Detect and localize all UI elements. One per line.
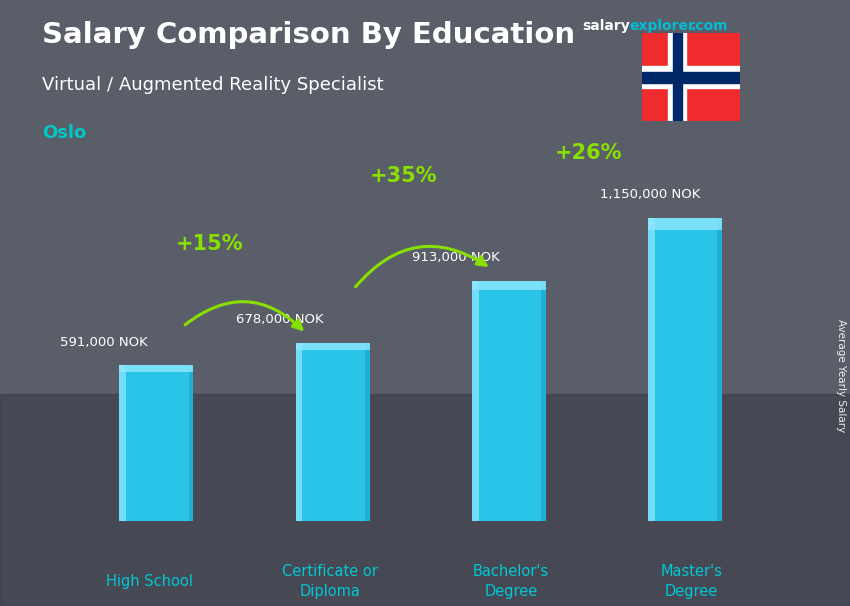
Text: Certificate or
Diploma: Certificate or Diploma <box>282 564 378 599</box>
Text: High School: High School <box>106 574 193 589</box>
Bar <box>296 342 370 521</box>
Bar <box>119 365 194 521</box>
Text: salary: salary <box>582 19 630 33</box>
Bar <box>0 394 850 606</box>
Bar <box>365 342 370 521</box>
Text: Average Yearly Salary: Average Yearly Salary <box>836 319 846 432</box>
Text: 1,150,000 NOK: 1,150,000 NOK <box>599 188 700 201</box>
Text: 678,000 NOK: 678,000 NOK <box>236 313 324 326</box>
Bar <box>472 281 546 521</box>
Bar <box>119 365 194 371</box>
Text: +35%: +35% <box>369 166 437 186</box>
Bar <box>648 218 654 521</box>
Bar <box>668 33 686 121</box>
Bar <box>541 281 546 521</box>
Bar <box>673 33 682 121</box>
Text: Master's
Degree: Master's Degree <box>660 564 722 599</box>
Text: Bachelor's
Degree: Bachelor's Degree <box>473 564 549 599</box>
Text: Salary Comparison By Education: Salary Comparison By Education <box>42 21 575 49</box>
Text: .com: .com <box>690 19 728 33</box>
Text: +15%: +15% <box>175 235 243 255</box>
Text: Virtual / Augmented Reality Specialist: Virtual / Augmented Reality Specialist <box>42 76 384 94</box>
Bar <box>642 66 740 88</box>
Bar <box>642 72 740 83</box>
Text: 591,000 NOK: 591,000 NOK <box>60 336 147 349</box>
Text: 913,000 NOK: 913,000 NOK <box>412 251 500 264</box>
Text: explorer: explorer <box>629 19 695 33</box>
Bar <box>717 218 722 521</box>
Bar <box>472 281 546 290</box>
Bar <box>189 365 194 521</box>
Bar <box>119 365 126 521</box>
Bar <box>472 281 479 521</box>
Text: +26%: +26% <box>554 144 622 164</box>
Text: Oslo: Oslo <box>42 124 87 142</box>
Bar <box>296 342 303 521</box>
Bar <box>648 218 722 521</box>
Bar <box>648 218 722 230</box>
Bar <box>296 342 370 350</box>
